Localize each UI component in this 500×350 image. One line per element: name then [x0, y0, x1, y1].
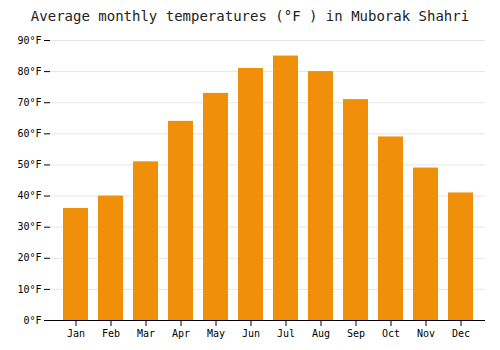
svg-text:80°F: 80°F — [17, 66, 41, 77]
svg-text:50°F: 50°F — [17, 159, 41, 170]
svg-text:Apr: Apr — [172, 328, 190, 339]
svg-text:20°F: 20°F — [17, 252, 41, 263]
svg-text:30°F: 30°F — [17, 221, 41, 232]
svg-text:Aug: Aug — [312, 328, 330, 339]
svg-text:Jul: Jul — [277, 328, 295, 339]
svg-text:90°F: 90°F — [17, 35, 41, 46]
svg-text:60°F: 60°F — [17, 128, 41, 139]
svg-text:Mar: Mar — [137, 328, 155, 339]
svg-text:Oct: Oct — [382, 328, 400, 339]
svg-text:Jan: Jan — [67, 328, 85, 339]
svg-text:0°F: 0°F — [23, 315, 41, 326]
svg-text:Nov: Nov — [417, 328, 435, 339]
svg-text:Dec: Dec — [452, 328, 470, 339]
svg-text:Feb: Feb — [102, 328, 120, 339]
svg-text:70°F: 70°F — [17, 97, 41, 108]
svg-text:10°F: 10°F — [17, 284, 41, 295]
svg-text:May: May — [207, 328, 225, 339]
html-text:Average monthly temperatures (: Average monthly temperatures (°F ) in Mu… — [30, 8, 470, 24]
svg-text:40°F: 40°F — [17, 190, 41, 201]
svg-text:Sep: Sep — [347, 328, 365, 339]
svg-text:Jun: Jun — [242, 328, 260, 339]
